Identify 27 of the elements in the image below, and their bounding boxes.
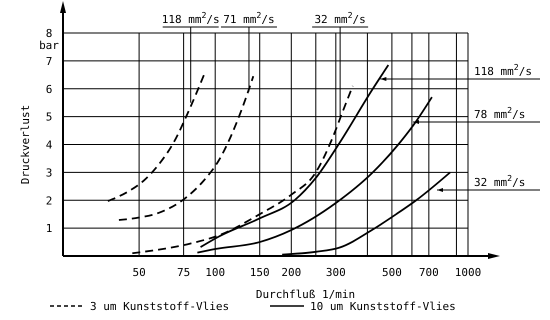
x-tick-label: 50 [132, 266, 146, 279]
text: 78 mm$^{2}$/s [474, 105, 526, 121]
x-tick-label: 75 [176, 266, 190, 279]
legend-label: 3 um Kunststoff-Vlies [90, 300, 230, 313]
y-tick-label: 1 [46, 222, 52, 236]
x-tick-label: 500 [382, 266, 402, 279]
legend-label: 10 um Kunststoff-Vlies [310, 300, 456, 313]
y-tick-label: 3 [46, 166, 52, 180]
annotation: 118 mm$^{2}$/s [474, 62, 532, 78]
x-tick-label: 150 [250, 266, 270, 279]
annotation: 32 mm$^{2}$/s [314, 10, 366, 26]
annotation: 71 mm$^{2}$/s [223, 10, 275, 26]
y-axis-title: Druckverlust [19, 104, 32, 184]
y-tick-label: 5 [46, 110, 52, 124]
y-tick-label: 6 [46, 82, 52, 96]
x-axis-title: Durchfluß 1/min [256, 288, 356, 301]
x-tick-label: 1000 [454, 266, 482, 279]
annotation: 118 mm$^{2}$/s [162, 10, 220, 26]
x-tick-label: 300 [326, 266, 346, 279]
x-tick-label: 200 [281, 266, 302, 279]
x-tick-label: 100 [205, 266, 226, 279]
y-tick-label: 8 bar [39, 27, 60, 52]
x-tick-label: 700 [418, 266, 439, 279]
y-tick-label: 7 [46, 54, 52, 68]
text: 32 mm$^{2}$/s [474, 173, 526, 189]
y-tick-label: 2 [46, 194, 52, 208]
y-tick-label: 4 [46, 138, 53, 152]
